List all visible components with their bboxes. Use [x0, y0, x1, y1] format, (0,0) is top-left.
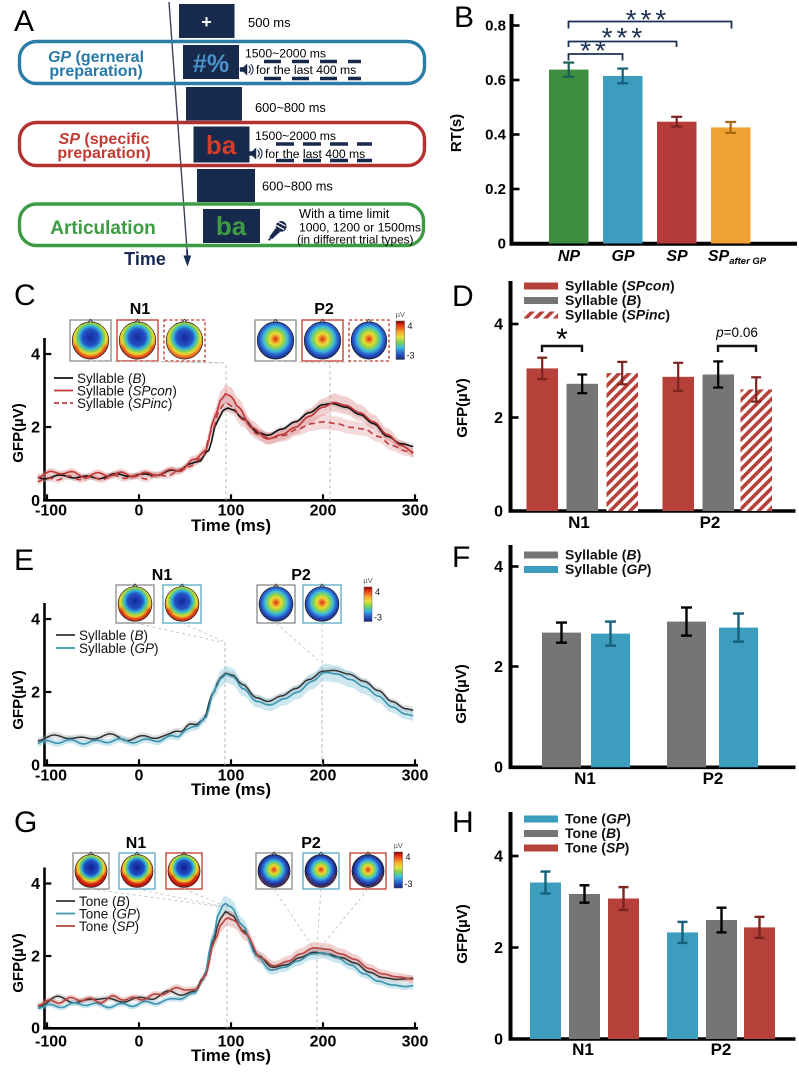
svg-text:200: 200 — [310, 1034, 337, 1051]
svg-text:P2: P2 — [291, 567, 311, 584]
svg-text:#%: #% — [193, 50, 229, 78]
svg-text:preparation): preparation) — [49, 63, 142, 80]
svg-text:preparation): preparation) — [57, 145, 150, 162]
svg-text:300: 300 — [402, 768, 429, 785]
svg-text:Tone (SP): Tone (SP) — [79, 919, 139, 934]
svg-text:***: *** — [626, 4, 671, 35]
svg-text:P2: P2 — [700, 513, 721, 532]
svg-text:GFP(µV): GFP(µV) — [10, 670, 27, 729]
svg-text:A: A — [14, 5, 34, 38]
svg-text:-100: -100 — [35, 768, 67, 785]
svg-text:SP: SP — [666, 248, 688, 265]
svg-text:4: 4 — [31, 876, 40, 893]
svg-text:1500~2000 ms: 1500~2000 ms — [255, 129, 336, 143]
svg-text:4: 4 — [494, 317, 503, 334]
svg-text:4: 4 — [31, 347, 40, 364]
svg-text:GFP(µV): GFP(µV) — [10, 933, 27, 992]
svg-text:Syllable (GP): Syllable (GP) — [79, 641, 159, 656]
svg-text:µV: µV — [396, 310, 405, 319]
svg-text:F: F — [452, 541, 470, 574]
svg-text:GP: GP — [611, 248, 634, 265]
svg-text:0: 0 — [135, 503, 144, 520]
svg-text:2: 2 — [31, 685, 40, 702]
svg-text:Time (ms): Time (ms) — [191, 1046, 271, 1065]
svg-text:Time: Time — [124, 249, 166, 269]
svg-text:0.6: 0.6 — [485, 72, 506, 89]
svg-text:4: 4 — [494, 559, 503, 576]
svg-text:P2: P2 — [711, 1040, 732, 1059]
svg-text:N1: N1 — [568, 513, 590, 532]
svg-text:Time (ms): Time (ms) — [191, 516, 271, 535]
svg-text:2: 2 — [494, 940, 503, 957]
svg-text:2: 2 — [494, 410, 503, 427]
svg-text:H: H — [452, 806, 474, 839]
svg-text:Syllable (SPinc): Syllable (SPinc) — [565, 307, 670, 323]
svg-text:200: 200 — [310, 768, 337, 785]
svg-text:0: 0 — [135, 768, 144, 785]
svg-text:(in different trial types): (in different trial types) — [297, 233, 414, 247]
svg-text:0: 0 — [494, 1032, 503, 1049]
svg-text:*: * — [556, 323, 568, 356]
svg-text:-3: -3 — [374, 613, 382, 623]
svg-text:G: G — [14, 806, 37, 839]
svg-text:600~800 ms: 600~800 ms — [255, 100, 326, 115]
svg-text:300: 300 — [402, 503, 429, 520]
svg-text:With a time limit: With a time limit — [299, 206, 390, 221]
svg-text:-3: -3 — [405, 879, 413, 889]
svg-text:2: 2 — [494, 659, 503, 676]
svg-text:0: 0 — [494, 504, 503, 521]
svg-text:for the last 400 ms: for the last 400 ms — [256, 63, 356, 77]
svg-text:200: 200 — [310, 503, 337, 520]
svg-text:2: 2 — [31, 949, 40, 966]
svg-text:500 ms: 500 ms — [248, 15, 291, 30]
svg-text:P2: P2 — [314, 301, 334, 318]
svg-text:300: 300 — [402, 1034, 429, 1051]
svg-text:0: 0 — [135, 1034, 144, 1051]
svg-text:µV: µV — [394, 841, 403, 850]
svg-text:2: 2 — [31, 420, 40, 437]
svg-text:N1: N1 — [574, 769, 596, 788]
svg-text:GFP(µV): GFP(µV) — [453, 664, 470, 723]
svg-text:Articulation: Articulation — [50, 218, 156, 239]
svg-text:GFP(µV): GFP(µV) — [454, 904, 471, 963]
svg-text:Tone (SP): Tone (SP) — [565, 840, 629, 856]
svg-text:0: 0 — [31, 493, 40, 510]
svg-text:D: D — [452, 280, 474, 313]
svg-text:4: 4 — [408, 321, 413, 331]
svg-text:0: 0 — [494, 760, 503, 777]
svg-text:GFP(µV): GFP(µV) — [454, 378, 471, 437]
svg-text:0.2: 0.2 — [485, 181, 506, 198]
svg-text:GFP(µV): GFP(µV) — [10, 403, 27, 462]
svg-text:NP: NP — [558, 248, 581, 265]
svg-text:RT(s): RT(s) — [448, 114, 465, 152]
svg-text:Time (ms): Time (ms) — [191, 780, 271, 799]
svg-text:p=0.06: p=0.06 — [715, 325, 758, 340]
svg-text:600~800 ms: 600~800 ms — [262, 179, 333, 194]
svg-text:0: 0 — [498, 236, 506, 253]
svg-text:ba: ba — [216, 211, 247, 241]
svg-text:4: 4 — [375, 587, 380, 597]
svg-text:4: 4 — [31, 612, 40, 629]
svg-text:µV: µV — [363, 576, 372, 585]
svg-text:ba: ba — [206, 130, 237, 160]
svg-text:N1: N1 — [126, 835, 147, 852]
svg-text:E: E — [14, 544, 34, 577]
svg-text:0.8: 0.8 — [485, 18, 506, 35]
svg-text:4: 4 — [494, 849, 503, 866]
svg-text:-3: -3 — [407, 351, 415, 361]
svg-text:P2: P2 — [703, 769, 724, 788]
svg-text:C: C — [14, 279, 36, 312]
svg-text:N1: N1 — [152, 567, 173, 584]
svg-text:Syllable (GP): Syllable (GP) — [565, 561, 651, 577]
svg-text:P2: P2 — [301, 835, 321, 852]
svg-text:+: + — [201, 12, 212, 32]
svg-text:N1: N1 — [572, 1040, 594, 1059]
svg-text:0.4: 0.4 — [485, 127, 507, 144]
svg-text:B: B — [454, 1, 474, 34]
svg-text:N1: N1 — [130, 301, 151, 318]
svg-text:4: 4 — [406, 852, 411, 862]
svg-text:Syllable (SPinc): Syllable (SPinc) — [77, 396, 172, 411]
svg-text:1500~2000 ms: 1500~2000 ms — [245, 47, 326, 61]
svg-text:-100: -100 — [35, 1034, 67, 1051]
